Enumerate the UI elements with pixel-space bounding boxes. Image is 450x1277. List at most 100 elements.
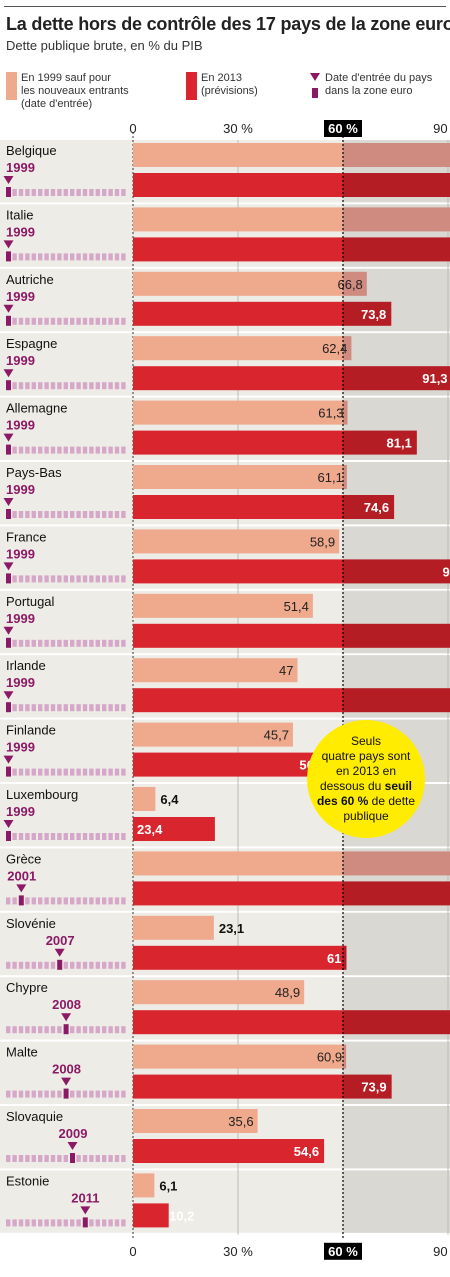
timeline-square: [89, 575, 94, 583]
timeline-square: [76, 446, 81, 454]
timeline-square: [82, 704, 88, 712]
bar-2013: [133, 559, 343, 584]
timeline-square: [31, 897, 36, 905]
timeline-square: [57, 511, 62, 518]
bar-2013-over-threshold: [343, 559, 450, 584]
bar-entry: [133, 658, 298, 683]
timeline-square: [102, 189, 107, 196]
timeline-square: [25, 897, 30, 905]
timeline-marker-square: [6, 831, 11, 841]
entry-year: 1999: [6, 740, 35, 755]
timeline-square: [121, 961, 126, 969]
timeline-marker-square: [6, 187, 11, 197]
bar-2013-over-threshold: [343, 945, 347, 970]
timeline-square: [121, 1090, 126, 1098]
timeline-square: [12, 1026, 17, 1034]
timeline-square: [76, 1155, 81, 1162]
timeline-square: [25, 1219, 30, 1227]
timeline-square: [89, 1026, 94, 1034]
timeline-square: [25, 1155, 30, 1162]
timeline-square: [6, 897, 11, 905]
annotation-line-5: de dette: [368, 794, 416, 808]
timeline-square: [63, 253, 68, 261]
entry-year: 2009: [59, 1126, 88, 1141]
bar-entry-over-threshold: [343, 336, 352, 361]
timeline-square: [76, 189, 81, 196]
timeline-square: [108, 382, 113, 390]
bar-2013: [133, 1203, 169, 1228]
country-name: Allemagne: [6, 401, 67, 416]
timeline-square: [82, 768, 88, 776]
timeline-square: [31, 317, 36, 325]
timeline-square: [108, 253, 113, 261]
bar-entry: [133, 529, 340, 554]
entry-triangle-icon: [54, 948, 65, 957]
timeline-square: [38, 1090, 43, 1098]
timeline-square: [108, 897, 113, 905]
timeline-square: [102, 1155, 107, 1162]
bar-2013: [133, 817, 215, 841]
timeline-square: [76, 253, 81, 261]
timeline-square: [38, 639, 43, 647]
timeline-square: [102, 317, 107, 325]
timeline-square: [70, 833, 75, 840]
label-entry: 23,1: [219, 921, 244, 936]
timeline-marker-square: [6, 509, 11, 519]
timeline-square: [25, 961, 30, 969]
timeline-square: [44, 961, 49, 969]
legend-swatch-entry: [6, 72, 17, 100]
timeline-marker-square: [6, 380, 11, 391]
bar-2013-over-threshold: [343, 173, 450, 197]
label-2013: 61: [327, 951, 341, 966]
timeline-square: [44, 833, 49, 840]
timeline-square: [95, 446, 100, 454]
timeline-square: [50, 639, 56, 647]
country-name: Slovénie: [6, 916, 56, 931]
entry-triangle-icon: [3, 304, 14, 313]
timeline-square: [121, 511, 126, 518]
timeline-square: [18, 1090, 24, 1098]
timeline-square: [114, 704, 120, 712]
timeline-square: [57, 833, 62, 840]
label-2013: 94: [443, 564, 450, 579]
timeline-square: [76, 897, 81, 905]
timeline-square: [44, 1026, 49, 1034]
timeline-square: [76, 1219, 81, 1227]
timeline-square: [12, 1155, 17, 1162]
timeline-square: [31, 1026, 36, 1034]
timeline-square: [6, 1090, 11, 1098]
timeline-square: [108, 317, 113, 325]
timeline-square: [102, 1090, 107, 1098]
label-2013: 81,1: [387, 436, 412, 451]
bar-chart: 113,6101,4Belgique1999113,1131,4Italie19…: [0, 120, 450, 1260]
timeline-square: [89, 1155, 94, 1162]
timeline-square: [12, 639, 17, 647]
timeline-square: [18, 189, 24, 196]
entry-triangle-icon: [3, 369, 14, 378]
timeline-square: [12, 253, 17, 261]
entry-triangle-icon: [3, 498, 14, 506]
timeline-square: [76, 961, 81, 969]
entry-year: 2008: [52, 1062, 81, 1077]
entry-year: 1999: [6, 804, 35, 819]
timeline-square: [63, 768, 68, 776]
timeline-square: [25, 317, 30, 325]
timeline-square: [38, 1155, 43, 1162]
bar-2013: [133, 1010, 343, 1035]
timeline-square: [121, 189, 126, 196]
timeline-marker-square: [63, 1024, 69, 1035]
timeline-square: [63, 833, 68, 840]
tick-label-threshold: 60 %: [328, 1244, 358, 1259]
timeline-square: [18, 1155, 24, 1162]
timeline-square: [114, 768, 120, 776]
timeline-square: [82, 446, 88, 454]
label-2013: 10,2: [169, 1208, 194, 1223]
legend-swatch-2013: [186, 72, 197, 100]
timeline-square: [50, 1155, 56, 1162]
timeline-square: [63, 961, 68, 969]
label-entry: 58,9: [310, 534, 335, 549]
entry-year: 1999: [6, 546, 35, 561]
bar-entry: [133, 722, 293, 747]
timeline-square: [31, 639, 36, 647]
country-name: Slovaquie: [6, 1109, 63, 1124]
